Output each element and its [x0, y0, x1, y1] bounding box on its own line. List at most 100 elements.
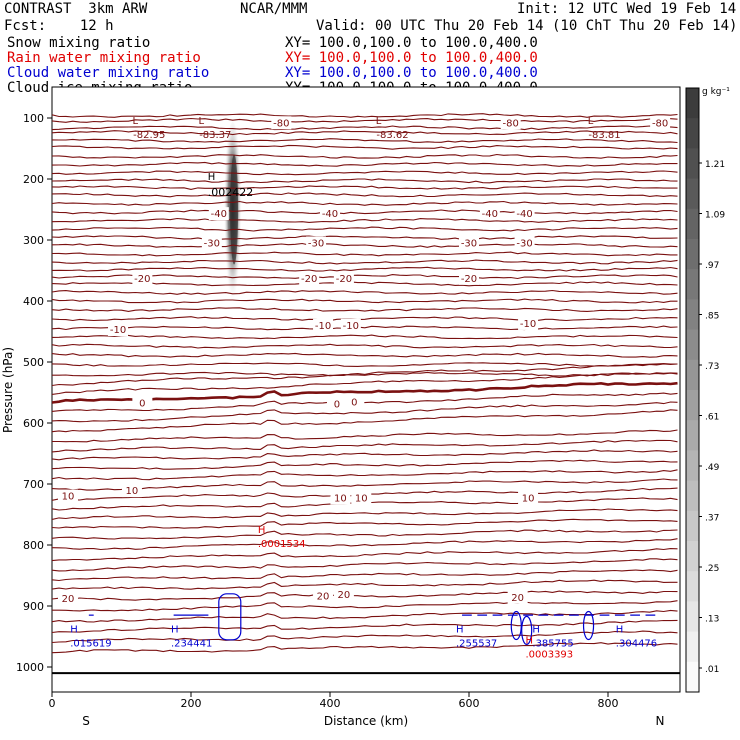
- label-mask: [57, 592, 78, 606]
- colorbar-segment: [686, 329, 699, 361]
- isotherm-label: -80: [652, 118, 668, 129]
- label-mask: [330, 491, 351, 505]
- isotherm-label: -40: [482, 209, 498, 220]
- field-name-cloudwater: Cloud water mixing ratio: [7, 65, 210, 81]
- label-mask: [306, 236, 327, 250]
- rain-high-marker: H: [525, 636, 533, 647]
- label-mask: [500, 116, 521, 130]
- label-mask: [514, 236, 535, 250]
- colorbar-tick-label: .25: [705, 564, 719, 574]
- isotherm-line: [52, 478, 678, 491]
- label-mask: [201, 236, 222, 250]
- rain-max-label: .0003393: [525, 650, 573, 661]
- colorbar-segment: [686, 299, 699, 331]
- isotherm-line: [52, 508, 678, 521]
- colorbar: g kg⁻¹ 1.21 1.09 .97 .85 .73 .61 .49 .37 .25 .13 .0…: [685, 87, 730, 693]
- colorbar-segment: [686, 601, 699, 633]
- isotherm-line: [52, 529, 678, 540]
- colorbar-segment: [686, 148, 699, 180]
- isotherm-label: -10: [343, 321, 359, 332]
- colorbar-segment: [686, 510, 699, 542]
- isotherm-line: [52, 316, 678, 322]
- isotherm-line: [52, 401, 678, 423]
- isotherm-line: [52, 289, 678, 295]
- isotherm-label: 10: [522, 493, 535, 504]
- x-tick-label: 0: [49, 697, 56, 710]
- isotherm-line: [52, 325, 678, 331]
- isotherm-label: 20: [317, 592, 330, 603]
- colorbar-segment: [686, 178, 699, 210]
- isotherm-label: -30: [516, 238, 532, 249]
- isotherm-label: -20: [134, 274, 150, 285]
- snow-high-marker: H: [208, 172, 216, 183]
- colorbar-tick-label: .37: [705, 514, 719, 524]
- rain-high-marker: H: [258, 525, 266, 536]
- cloudwater-cell: [521, 615, 533, 646]
- cloud-water-contours: [88, 593, 656, 646]
- isotherm-line: [52, 242, 678, 248]
- colorbar-unit: g kg⁻¹: [702, 87, 730, 97]
- minimum-value-label: -83.62: [376, 130, 408, 141]
- colorbar-tick-label: .61: [705, 413, 719, 423]
- low-marker: L: [133, 116, 139, 127]
- isotherm-line: [52, 630, 678, 644]
- y-tick-label: 300: [23, 234, 44, 247]
- isotherm-line: [52, 170, 678, 176]
- isotherm-line: [52, 125, 678, 131]
- label-mask: [271, 116, 292, 130]
- isotherm-line: [52, 548, 678, 562]
- minimum-value-label: -83.81: [588, 130, 620, 141]
- isotherm-label: 10: [62, 492, 75, 503]
- isotherm-line: [52, 281, 678, 287]
- label-mask: [320, 207, 340, 221]
- colorbar-segment: [686, 208, 699, 240]
- north-label: N: [656, 714, 665, 728]
- low-marker: L: [376, 116, 382, 127]
- forecast-hour: Fcst: 12 h: [4, 18, 114, 34]
- isotherm-line: [52, 259, 678, 265]
- isotherm-label: 10: [355, 493, 368, 504]
- cloudwater-high-marker: H: [70, 625, 78, 636]
- cloudwater-cell: [510, 610, 522, 641]
- x-tick-label: 600: [459, 697, 480, 710]
- isotherm-line: [52, 153, 678, 159]
- cloudwater-high-marker: H: [456, 625, 464, 636]
- colorbar-segment: [686, 118, 699, 149]
- cloudwater-max-label: .255537: [456, 639, 497, 650]
- label-mask: [57, 489, 78, 503]
- low-marker: L: [588, 116, 594, 127]
- isotherm-line: [52, 144, 678, 150]
- isotherm-label: -20: [301, 274, 317, 285]
- isotherm-line: [52, 372, 678, 395]
- plot-frame: [51, 86, 681, 693]
- colorbar-segment: [686, 541, 699, 572]
- plot-area: [51, 86, 681, 693]
- x-axis-label: Distance (km): [324, 714, 408, 728]
- isotherm-line: [52, 251, 678, 257]
- colorbar-segment: [686, 480, 699, 512]
- isotherm-line: [52, 161, 678, 167]
- isotherm-line: [52, 298, 678, 304]
- y-tick-label: 500: [23, 356, 44, 369]
- colorbar-segment: [686, 631, 699, 663]
- isotherm-label: -20: [461, 274, 477, 285]
- label-mask: [132, 271, 153, 285]
- label-mask: [507, 590, 528, 604]
- isotherm-label: -30: [204, 238, 220, 249]
- label-mask: [132, 396, 153, 410]
- isotherm-label: -30: [308, 238, 324, 249]
- label-mask: [333, 587, 354, 601]
- isotherm-line: [52, 569, 678, 582]
- label-mask: [299, 271, 320, 285]
- isotherm-line: [52, 381, 678, 404]
- center-label: NCAR/MMM: [240, 1, 308, 17]
- field-xy-rain: XY= 100.0,100.0 to 100.0,400.0: [285, 50, 538, 66]
- colorbar-tick-label: .13: [705, 615, 719, 625]
- colorbar-tick-label: 1.09: [705, 211, 725, 221]
- field-xy-snow: XY= 100.0,100.0 to 100.0,400.0: [285, 35, 538, 51]
- isotherm-line: [52, 226, 678, 232]
- isotherm-label: -40: [211, 209, 227, 220]
- cloudwater-high-marker: H: [532, 625, 540, 636]
